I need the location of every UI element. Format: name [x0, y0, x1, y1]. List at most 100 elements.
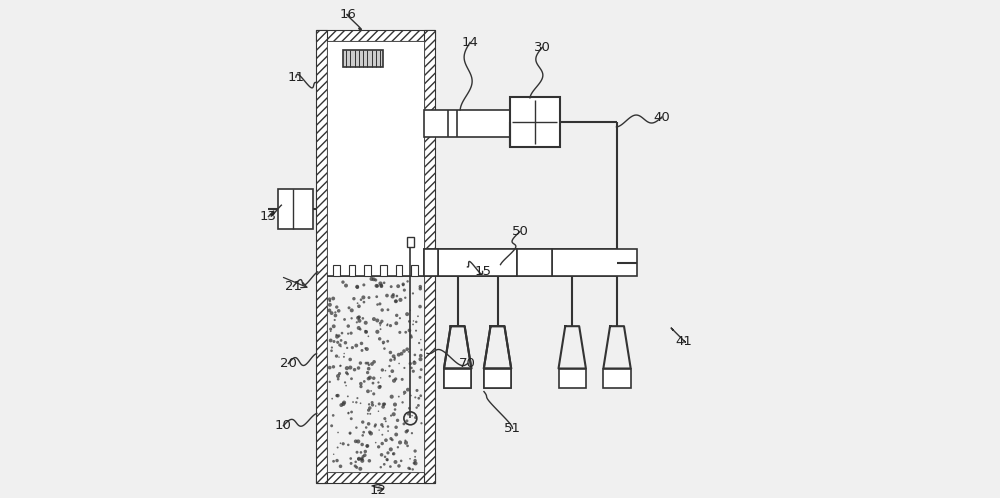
Point: [390, 416, 406, 424]
Text: 14: 14: [462, 36, 479, 49]
Point: [388, 423, 404, 431]
Point: [359, 345, 375, 353]
Point: [407, 453, 423, 461]
Point: [383, 356, 399, 364]
Point: [386, 356, 402, 364]
Point: [386, 377, 402, 385]
Point: [338, 369, 354, 376]
Point: [392, 438, 408, 446]
Point: [362, 404, 378, 412]
Point: [344, 306, 360, 314]
Point: [369, 317, 385, 325]
Bar: [327, 41, 424, 472]
Point: [360, 374, 376, 382]
Point: [351, 455, 367, 463]
Point: [342, 364, 358, 372]
Point: [392, 314, 408, 322]
Point: [355, 418, 371, 426]
Point: [372, 322, 388, 330]
Point: [354, 455, 370, 463]
Point: [371, 400, 387, 408]
Point: [401, 348, 417, 356]
Point: [396, 420, 412, 428]
Point: [321, 306, 337, 314]
Point: [366, 275, 382, 283]
Point: [369, 328, 385, 336]
Point: [349, 463, 365, 471]
Bar: [327, 276, 424, 472]
Text: 30: 30: [534, 41, 551, 54]
Point: [351, 364, 367, 372]
Bar: [343, 50, 383, 67]
Text: 41: 41: [676, 335, 693, 348]
Text: 16: 16: [340, 8, 357, 21]
Point: [360, 332, 376, 340]
Point: [342, 429, 358, 437]
Point: [402, 306, 418, 314]
Point: [368, 439, 384, 447]
Point: [406, 358, 422, 366]
Bar: [438, 249, 517, 276]
Point: [331, 353, 347, 361]
Point: [407, 351, 423, 359]
Point: [352, 465, 368, 473]
Point: [337, 339, 353, 347]
Point: [360, 410, 376, 418]
Point: [339, 364, 355, 372]
Point: [362, 410, 378, 418]
Bar: [484, 369, 511, 388]
Text: 15: 15: [474, 265, 491, 278]
Point: [323, 337, 339, 345]
Bar: [316, 30, 435, 41]
Point: [390, 282, 406, 290]
Bar: [517, 249, 552, 276]
Point: [384, 367, 400, 375]
Point: [326, 338, 342, 346]
Point: [376, 460, 392, 468]
Point: [336, 350, 352, 358]
Point: [382, 349, 398, 357]
Point: [391, 462, 407, 470]
Point: [391, 392, 407, 400]
Point: [393, 457, 409, 465]
Point: [356, 377, 372, 385]
Point: [347, 462, 363, 470]
Bar: [364, 265, 371, 276]
Point: [377, 415, 393, 423]
Point: [351, 455, 367, 463]
Point: [413, 346, 429, 354]
Point: [364, 398, 380, 406]
Bar: [333, 265, 340, 276]
Point: [375, 340, 391, 348]
Point: [347, 366, 363, 374]
Point: [351, 302, 367, 310]
Point: [368, 282, 384, 290]
Point: [379, 321, 395, 329]
Point: [398, 439, 414, 447]
Bar: [424, 249, 617, 276]
Point: [355, 293, 371, 301]
Point: [377, 453, 393, 461]
Point: [323, 327, 339, 335]
Point: [375, 403, 391, 411]
Point: [342, 429, 358, 437]
Point: [351, 324, 367, 332]
Point: [412, 303, 428, 311]
Point: [406, 459, 422, 467]
Point: [408, 318, 424, 326]
Point: [340, 370, 356, 378]
Point: [376, 400, 392, 408]
Point: [344, 344, 360, 352]
Point: [361, 406, 377, 414]
Point: [358, 344, 374, 352]
Point: [387, 458, 403, 466]
Point: [372, 382, 388, 390]
Point: [361, 457, 377, 465]
Point: [386, 450, 402, 458]
Bar: [559, 369, 586, 388]
Point: [387, 405, 403, 413]
Point: [399, 417, 415, 425]
Point: [380, 449, 396, 457]
Point: [407, 393, 423, 401]
Text: 11: 11: [287, 71, 304, 84]
